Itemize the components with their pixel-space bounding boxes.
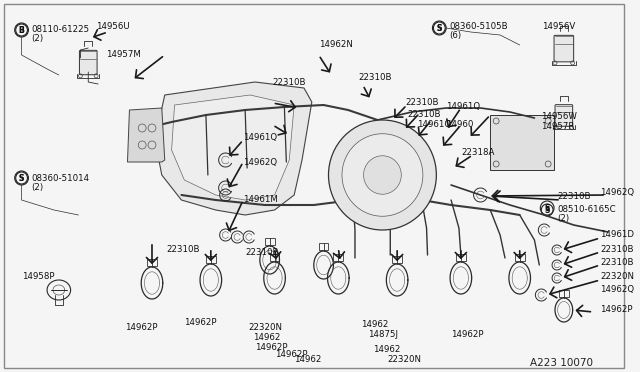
- Text: B: B: [19, 26, 24, 35]
- Text: 14962P: 14962P: [184, 318, 217, 327]
- Text: 14956V: 14956V: [542, 22, 575, 31]
- Text: S: S: [436, 23, 442, 32]
- Polygon shape: [490, 115, 554, 170]
- Text: 14961Q: 14961Q: [243, 133, 277, 142]
- Text: 22310B: 22310B: [600, 258, 634, 267]
- Text: (2): (2): [31, 183, 44, 192]
- Bar: [515, 254, 525, 261]
- Text: S: S: [545, 203, 550, 212]
- Text: 14961D: 14961D: [600, 230, 634, 239]
- Text: 22310B: 22310B: [245, 248, 278, 257]
- Text: 14962: 14962: [372, 345, 400, 354]
- Bar: [456, 254, 466, 261]
- Text: 22310B: 22310B: [273, 78, 306, 87]
- Polygon shape: [127, 108, 164, 162]
- Text: 22318A: 22318A: [461, 148, 494, 157]
- Text: 14956U: 14956U: [96, 22, 130, 31]
- Text: S: S: [19, 173, 24, 183]
- Text: 22320N: 22320N: [387, 355, 421, 364]
- Bar: [265, 238, 275, 245]
- Text: 22320N: 22320N: [600, 272, 634, 281]
- Text: 22310B: 22310B: [600, 245, 634, 254]
- Bar: [392, 256, 402, 263]
- Text: B: B: [19, 26, 24, 35]
- Polygon shape: [155, 82, 312, 215]
- Text: 22310B: 22310B: [166, 245, 200, 254]
- Text: 22320N: 22320N: [248, 323, 282, 332]
- Text: 14962Q: 14962Q: [600, 188, 634, 197]
- Text: (6): (6): [449, 31, 461, 40]
- Text: 08110-61225: 08110-61225: [31, 25, 90, 34]
- Text: (2): (2): [31, 34, 44, 43]
- Text: A223 10070: A223 10070: [529, 358, 593, 368]
- Circle shape: [328, 120, 436, 230]
- Bar: [269, 254, 280, 261]
- Text: 08360-51014: 08360-51014: [31, 174, 90, 183]
- Text: 14962P: 14962P: [255, 343, 287, 352]
- Bar: [559, 290, 569, 297]
- Text: 22310B: 22310B: [358, 73, 392, 82]
- Text: 14961M: 14961M: [243, 195, 278, 204]
- Text: (2): (2): [557, 214, 569, 223]
- Text: 14958P: 14958P: [22, 272, 54, 281]
- Text: 14875J: 14875J: [368, 330, 397, 339]
- Text: 14960: 14960: [446, 120, 474, 129]
- Bar: [333, 254, 343, 261]
- Text: 14962N: 14962N: [319, 40, 353, 49]
- Text: 22310B: 22310B: [407, 110, 440, 119]
- FancyBboxPatch shape: [555, 105, 573, 126]
- Text: 08360-5105B: 08360-5105B: [449, 22, 508, 31]
- Text: 14962: 14962: [361, 320, 388, 329]
- Text: 14961Q: 14961Q: [417, 120, 451, 129]
- Text: 14962: 14962: [294, 355, 321, 364]
- Text: 14962P: 14962P: [125, 323, 158, 332]
- Text: 22310B: 22310B: [405, 98, 438, 107]
- Text: 14962P: 14962P: [275, 350, 307, 359]
- Circle shape: [342, 134, 423, 216]
- Text: 14962P: 14962P: [600, 305, 632, 314]
- Text: 14962Q: 14962Q: [600, 285, 634, 294]
- Text: S: S: [545, 205, 550, 215]
- Text: 08510-6165C: 08510-6165C: [557, 205, 616, 214]
- Text: S: S: [19, 173, 24, 183]
- Text: 14956W: 14956W: [541, 112, 577, 121]
- Text: 14962P: 14962P: [451, 330, 484, 339]
- Bar: [206, 256, 216, 263]
- Text: 22310B: 22310B: [557, 192, 591, 201]
- Text: 14961Q: 14961Q: [446, 102, 480, 111]
- Polygon shape: [172, 95, 294, 200]
- Bar: [319, 243, 328, 250]
- Bar: [147, 259, 157, 266]
- Circle shape: [364, 156, 401, 194]
- Text: 14962Q: 14962Q: [243, 158, 277, 167]
- Text: 14957R: 14957R: [541, 122, 575, 131]
- FancyBboxPatch shape: [554, 35, 573, 62]
- Text: S: S: [436, 23, 442, 32]
- Text: 14962: 14962: [253, 333, 280, 342]
- FancyBboxPatch shape: [79, 50, 97, 75]
- Text: 14957M: 14957M: [106, 50, 141, 59]
